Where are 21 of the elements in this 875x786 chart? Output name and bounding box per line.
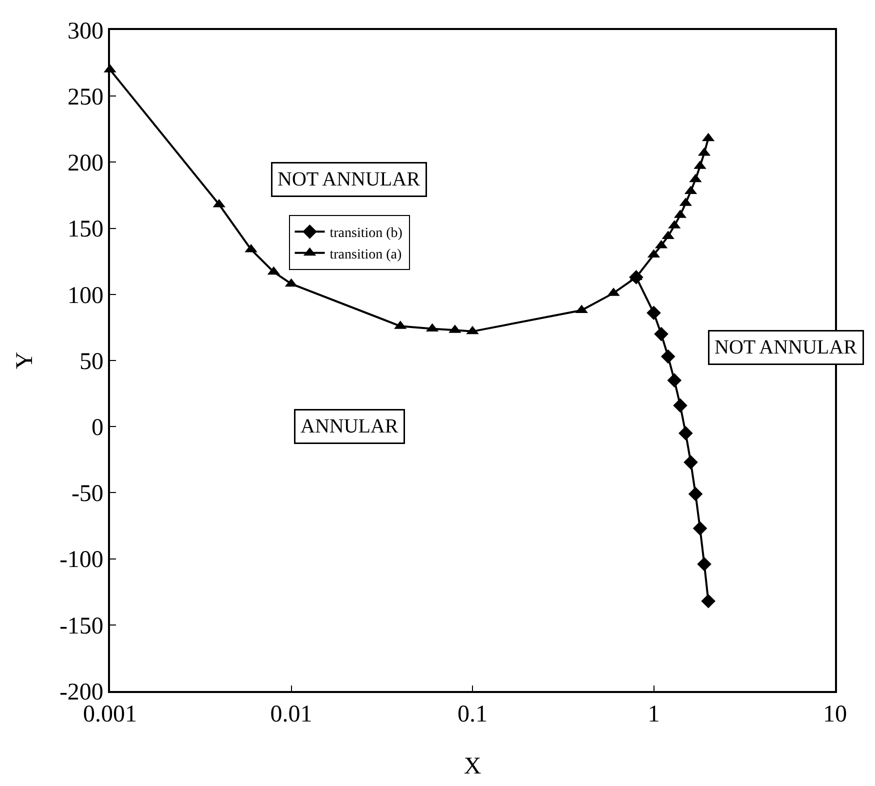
x-tick-label: 0.01 (270, 702, 312, 728)
legend-label: transition (a) (330, 247, 402, 262)
y-tick-label: 300 (67, 18, 104, 44)
y-tick-label: 100 (67, 282, 104, 309)
annotation: NOT ANNULAR (714, 336, 858, 358)
x-axis-title: X (464, 753, 482, 780)
y-tick-label: 0 (91, 415, 104, 441)
x-tick-label: 1 (648, 702, 660, 728)
y-tick-label: 150 (67, 216, 104, 243)
legend-label: transition (b) (330, 226, 403, 242)
y-tick-label: -100 (59, 547, 104, 574)
y-tick-label: -50 (71, 481, 104, 508)
annotation: ANNULAR (300, 416, 399, 438)
y-axis-title: Y (12, 352, 38, 370)
y-tick-label: -150 (59, 613, 104, 640)
x-tick-label: 0.1 (458, 702, 488, 728)
x-tick-label: 10 (823, 702, 847, 728)
y-tick-label: 200 (67, 150, 104, 177)
y-tick-label: 250 (67, 84, 104, 110)
y-tick-label: 50 (79, 348, 104, 375)
annotation: NOT ANNULAR (278, 168, 421, 190)
